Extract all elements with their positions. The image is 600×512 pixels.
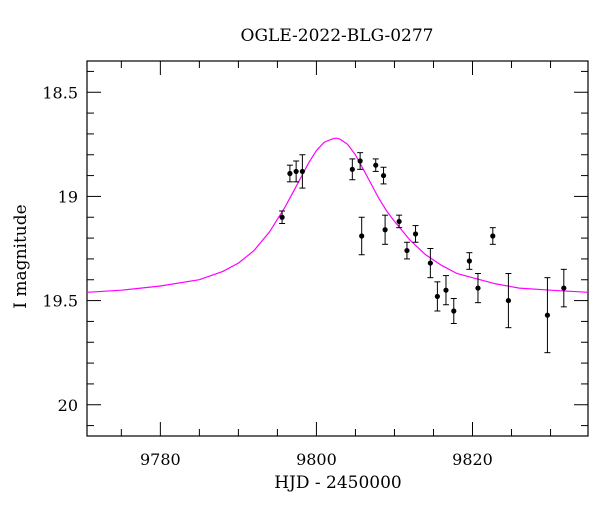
axis-ticks — [87, 61, 588, 436]
data-points-layer — [279, 152, 567, 354]
axis-tick-labels: 9780 9800 9820 18.5 19 19.5 20 — [42, 83, 492, 469]
data-point — [404, 247, 410, 254]
data-point — [299, 168, 305, 175]
data-point — [475, 285, 481, 291]
data-point — [287, 170, 293, 177]
data-point — [396, 218, 402, 225]
data-point — [412, 231, 419, 237]
data-point — [279, 214, 285, 220]
x-axis-label: HJD - 2450000 — [274, 473, 402, 493]
data-point — [427, 260, 433, 266]
data-point — [544, 312, 551, 318]
data-point — [561, 285, 567, 291]
model-curve — [86, 137, 589, 293]
data-point — [380, 172, 387, 179]
data-point — [505, 297, 512, 304]
data-point — [466, 258, 472, 264]
y-tick-label: 20 — [58, 396, 78, 415]
data-point — [349, 166, 355, 172]
data-point — [373, 162, 379, 168]
data-point — [357, 158, 363, 164]
x-tick-label: 9800 — [296, 450, 337, 469]
data-point — [293, 168, 299, 175]
y-tick-label: 19.5 — [42, 292, 78, 311]
x-tick-label: 9820 — [452, 450, 493, 469]
y-tick-label: 18.5 — [42, 83, 78, 102]
y-tick-label: 19 — [58, 187, 78, 206]
plot-frame — [86, 60, 589, 437]
y-axis-label: I magnitude — [11, 204, 31, 308]
data-point — [443, 287, 449, 293]
data-point — [359, 233, 365, 239]
data-point — [382, 227, 388, 233]
x-tick-label: 9780 — [140, 450, 181, 469]
model-curve-layer — [86, 137, 589, 293]
data-point — [434, 293, 440, 300]
chart-title: OGLE-2022-BLG-0277 — [241, 26, 434, 46]
data-point — [451, 308, 457, 314]
data-point — [490, 233, 496, 239]
